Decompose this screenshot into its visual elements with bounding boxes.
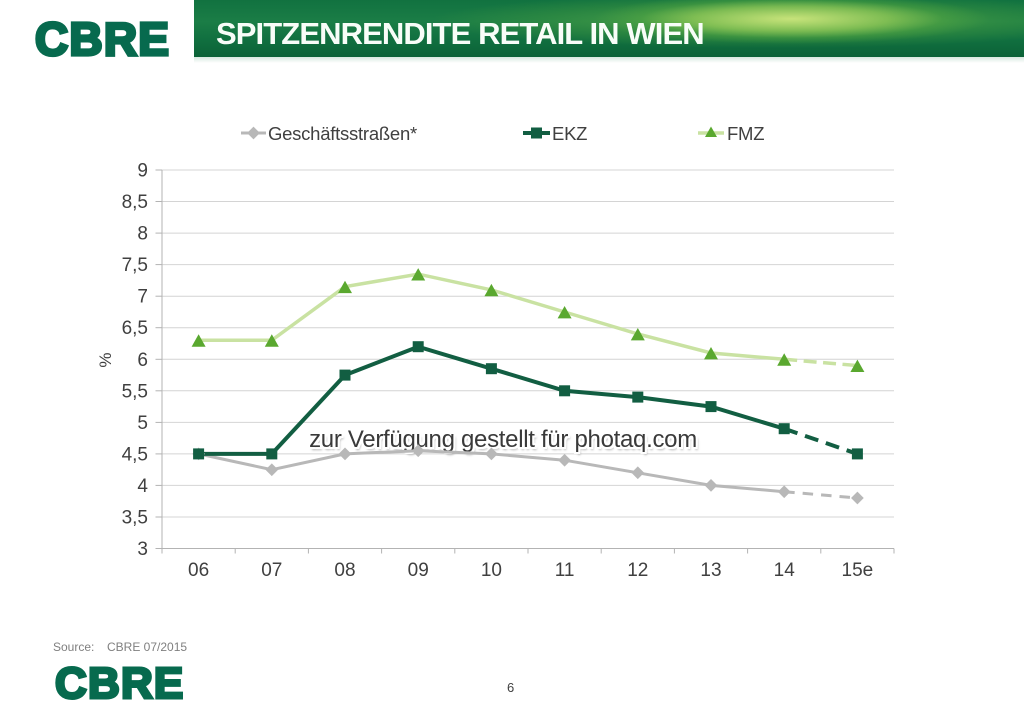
svg-text:13: 13 <box>700 560 721 581</box>
svg-text:08: 08 <box>334 560 355 581</box>
svg-text:CBRE: CBRE <box>55 662 184 702</box>
svg-text:4,5: 4,5 <box>122 444 148 465</box>
svg-text:12: 12 <box>627 560 648 581</box>
svg-text:3,5: 3,5 <box>122 508 148 529</box>
svg-text:9: 9 <box>137 161 148 182</box>
svg-text:%: % <box>96 352 115 367</box>
svg-text:4: 4 <box>137 476 148 497</box>
svg-text:CBRE: CBRE <box>35 17 170 59</box>
svg-text:15e: 15e <box>842 560 874 581</box>
svg-text:8,5: 8,5 <box>122 192 148 213</box>
svg-text:5,5: 5,5 <box>122 381 148 402</box>
svg-text:09: 09 <box>408 560 429 581</box>
svg-text:7,5: 7,5 <box>122 255 148 276</box>
svg-text:14: 14 <box>774 560 796 581</box>
svg-text:5: 5 <box>137 413 148 434</box>
svg-text:07: 07 <box>261 560 282 581</box>
svg-text:06: 06 <box>188 560 209 581</box>
svg-text:3: 3 <box>137 539 148 560</box>
svg-text:10: 10 <box>481 560 502 581</box>
svg-text:11: 11 <box>555 560 575 581</box>
svg-text:6,5: 6,5 <box>122 318 148 339</box>
svg-text:6: 6 <box>137 350 148 371</box>
svg-text:7: 7 <box>137 287 148 308</box>
svg-text:8: 8 <box>137 224 148 245</box>
